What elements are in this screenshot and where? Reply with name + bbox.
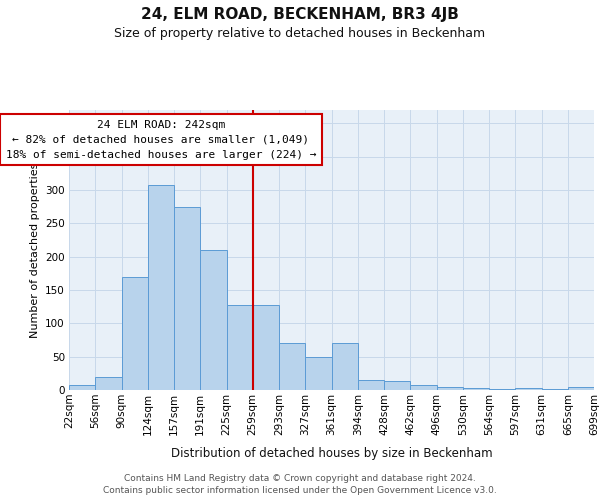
Bar (174, 206, 200, 390)
Bar (384, 382, 410, 390)
Text: Contains HM Land Registry data © Crown copyright and database right 2024.: Contains HM Land Registry data © Crown c… (124, 474, 476, 483)
Bar (568, 388, 594, 390)
Bar (437, 388, 463, 390)
Bar (69, 386, 95, 390)
Bar (148, 184, 174, 390)
Y-axis label: Number of detached properties: Number of detached properties (29, 162, 40, 338)
Bar (227, 306, 253, 390)
Text: 24, ELM ROAD, BECKENHAM, BR3 4JB: 24, ELM ROAD, BECKENHAM, BR3 4JB (141, 8, 459, 22)
Text: Distribution of detached houses by size in Beckenham: Distribution of detached houses by size … (171, 448, 493, 460)
Bar (358, 380, 384, 390)
Bar (515, 388, 542, 390)
Bar (200, 250, 227, 390)
Bar (410, 386, 437, 390)
Bar (331, 344, 358, 390)
Text: Contains public sector information licensed under the Open Government Licence v3: Contains public sector information licen… (103, 486, 497, 495)
Bar (121, 276, 148, 390)
Bar (279, 344, 305, 390)
Bar (305, 356, 331, 390)
Text: Size of property relative to detached houses in Beckenham: Size of property relative to detached ho… (115, 28, 485, 40)
Text: 24 ELM ROAD: 242sqm
← 82% of detached houses are smaller (1,049)
18% of semi-det: 24 ELM ROAD: 242sqm ← 82% of detached ho… (5, 120, 316, 160)
Bar (95, 376, 121, 390)
Bar (463, 388, 489, 390)
Bar (253, 306, 279, 390)
